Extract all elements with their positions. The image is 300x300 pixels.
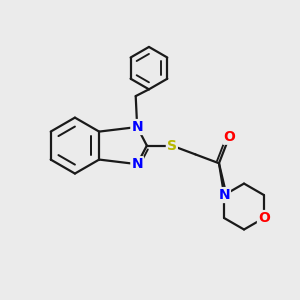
Text: N: N (218, 188, 230, 202)
Text: N: N (131, 120, 143, 134)
Text: N: N (131, 157, 143, 171)
Text: S: S (167, 139, 177, 153)
Text: O: O (258, 211, 270, 225)
Text: O: O (223, 130, 235, 144)
